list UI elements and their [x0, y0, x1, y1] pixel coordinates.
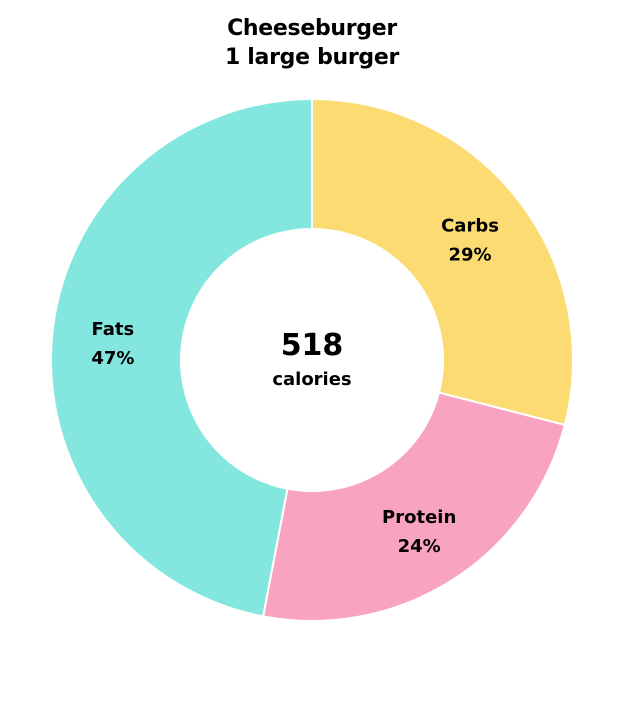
slice-percent-carbs: 29%	[448, 244, 491, 265]
center-calorie-unit: calories	[272, 369, 351, 390]
slice-label-fats: Fats	[92, 319, 135, 340]
slice-label-protein: Protein	[382, 507, 456, 528]
donut-slices	[50, 97, 574, 622]
center-calorie-value: 518	[281, 328, 344, 363]
chart-title: Cheeseburger	[227, 16, 397, 41]
slice-label-carbs: Carbs	[441, 215, 499, 236]
slice-carbs	[311, 97, 574, 427]
slice-percent-fats: 47%	[91, 348, 134, 369]
slice-fats	[50, 97, 313, 618]
slice-protein	[261, 391, 567, 622]
donut-labels: Carbs 29% Protein 24% Fats 47%	[91, 215, 499, 556]
slice-percent-protein: 24%	[398, 536, 441, 557]
chart-subtitle: 1 large burger	[224, 45, 400, 70]
chart-title-block: Cheeseburger 1 large burger	[0, 14, 624, 72]
